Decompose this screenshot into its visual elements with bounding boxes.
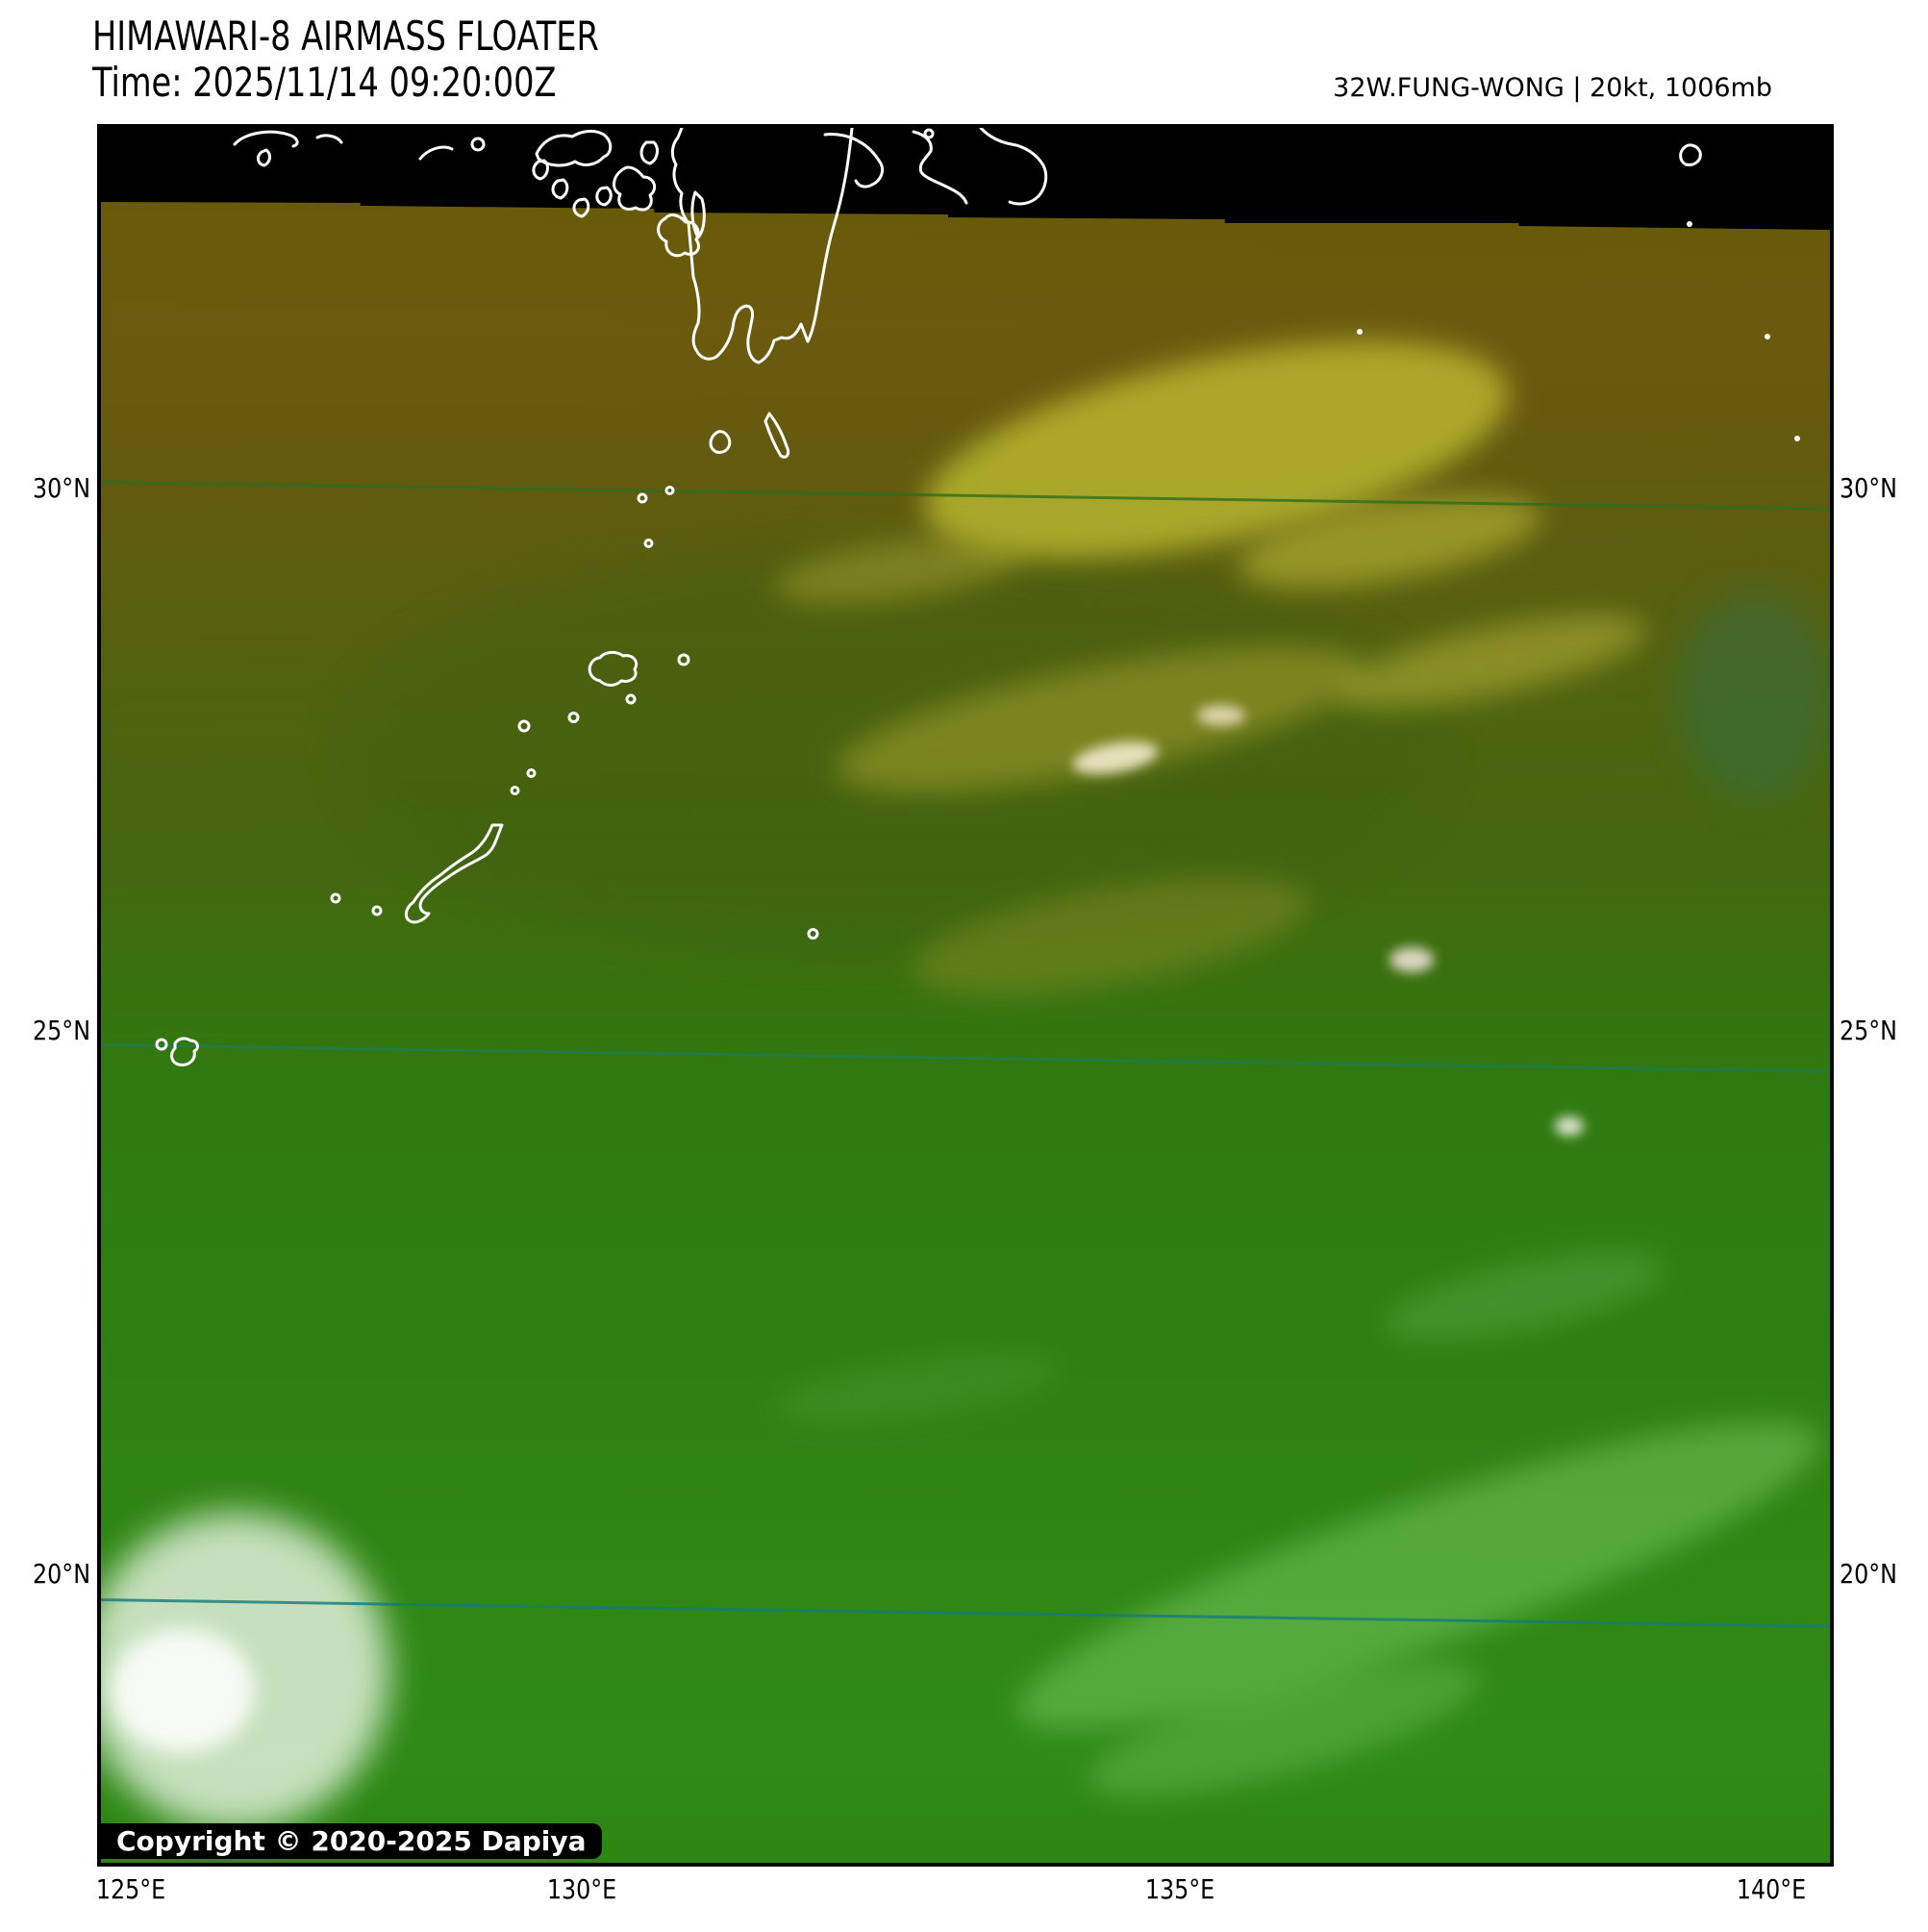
island-specks [1357,221,1800,441]
title-block: HIMAWARI-8 AIRMASS FLOATER Time: 2025/11… [92,13,726,106]
teal-moist-edge [1678,590,1830,801]
timestamp: Time: 2025/11/14 09:20:00Z [92,59,557,106]
copyright-badge: Copyright © 2020-2025 Dapiya [101,1823,602,1859]
lat-tick-label: 25°N [33,1015,90,1046]
satellite-map: Copyright © 2020-2025 Dapiya [97,124,1834,1867]
lat-tick-label: 20°N [33,1558,90,1590]
product-title: HIMAWARI-8 AIRMASS FLOATER [92,13,599,60]
storm-info-label: 32W.FUNG-WONG | 20kt, 1006mb [1333,73,1772,103]
coastlines-overlay [155,128,1800,1066]
lon-tick-label: 130°E [546,1873,617,1905]
lon-tick-label: 125°E [95,1873,166,1905]
bright-cloud-spot [1197,705,1245,726]
lon-tick-label: 140°E [1736,1873,1807,1905]
white-cloud-patch [111,1628,255,1753]
lat-tick-label: 25°N [1840,1015,1897,1046]
lat-tick-label: 20°N [1840,1558,1897,1590]
bright-cloud-spot [1555,1117,1584,1136]
lon-tick-label: 135°E [1144,1873,1215,1905]
lat-tick-label: 30°N [1840,472,1897,504]
bright-cloud-spot [1390,947,1434,972]
airmass-imagery [101,128,1830,1863]
lat-tick-label: 30°N [33,472,90,504]
